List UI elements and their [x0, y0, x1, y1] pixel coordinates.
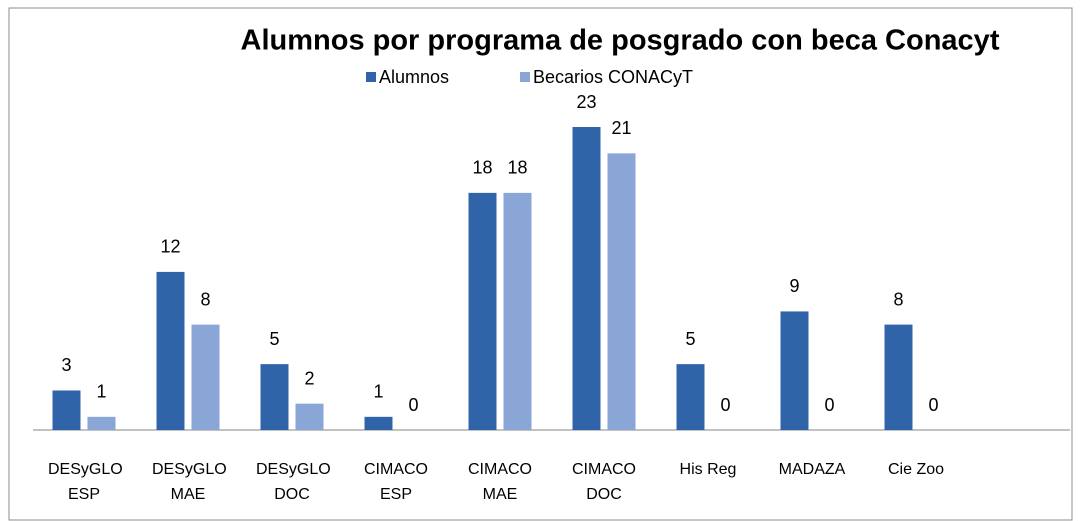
data-label: 5: [685, 329, 695, 349]
x-tick-label: DESyGLO ESP: [48, 461, 123, 503]
x-tick-label: CIMACO ESP: [364, 461, 428, 503]
x-tick-label: His Reg: [679, 461, 737, 478]
bar: [780, 311, 809, 430]
x-tick-label-box: Cie Zoo: [887, 461, 945, 478]
chart-title: Alumnos por programa de posgrado con bec…: [241, 25, 1000, 57]
data-label: 0: [408, 395, 418, 415]
data-label: 8: [893, 289, 903, 309]
x-tick-label-box: MADAZA: [778, 461, 846, 478]
data-label: 21: [611, 118, 631, 138]
data-label: 1: [373, 382, 383, 402]
x-tick-label-box: DESyGLO MAE: [152, 461, 227, 503]
x-tick-label: CIMACO DOC: [572, 461, 636, 503]
data-label: 2: [304, 368, 314, 388]
bar: [607, 153, 636, 430]
x-tick-label-box: CIMACO ESP: [364, 461, 428, 503]
x-tick-label-box: His Reg: [679, 461, 737, 478]
x-tick-label: DESyGLO DOC: [256, 461, 331, 503]
x-tick-label-box: CIMACO DOC: [572, 461, 636, 503]
data-label: 0: [824, 395, 834, 415]
data-label: 0: [720, 395, 730, 415]
legend-swatch: [520, 72, 530, 82]
data-label: 3: [61, 355, 71, 375]
x-tick-label: DESyGLO MAE: [152, 461, 227, 503]
x-tick-label: MADAZA: [778, 461, 846, 478]
data-label: 18: [507, 158, 527, 178]
bar: [156, 271, 185, 430]
data-label: 8: [200, 289, 210, 309]
bar: [364, 416, 393, 430]
bar: [503, 192, 532, 430]
data-label: 9: [789, 276, 799, 296]
x-tick-label: CIMACO MAE: [468, 461, 532, 503]
bar: [191, 324, 220, 430]
data-label: 12: [160, 237, 180, 257]
legend-swatch: [366, 72, 376, 82]
data-label: 5: [269, 329, 279, 349]
data-label: 0: [928, 395, 938, 415]
x-tick-label: Cie Zoo: [887, 461, 945, 478]
legend-label: Becarios CONACyT: [533, 67, 693, 87]
bar: [884, 324, 913, 430]
bar: [260, 364, 289, 430]
data-label: 23: [576, 92, 596, 112]
data-label: 1: [96, 382, 106, 402]
bar: [676, 364, 705, 430]
x-tick-label-box: CIMACO MAE: [468, 461, 532, 503]
x-tick-label-box: DESyGLO DOC: [256, 461, 331, 503]
legend-label: Alumnos: [379, 67, 449, 87]
bar: [295, 403, 324, 430]
bar: [52, 390, 81, 430]
data-label: 18: [472, 158, 492, 178]
bar: [87, 416, 116, 430]
x-tick-label-box: DESyGLO ESP: [48, 461, 123, 503]
bar: [468, 192, 497, 430]
bar: [572, 127, 601, 430]
chart-frame: [8, 7, 1073, 521]
